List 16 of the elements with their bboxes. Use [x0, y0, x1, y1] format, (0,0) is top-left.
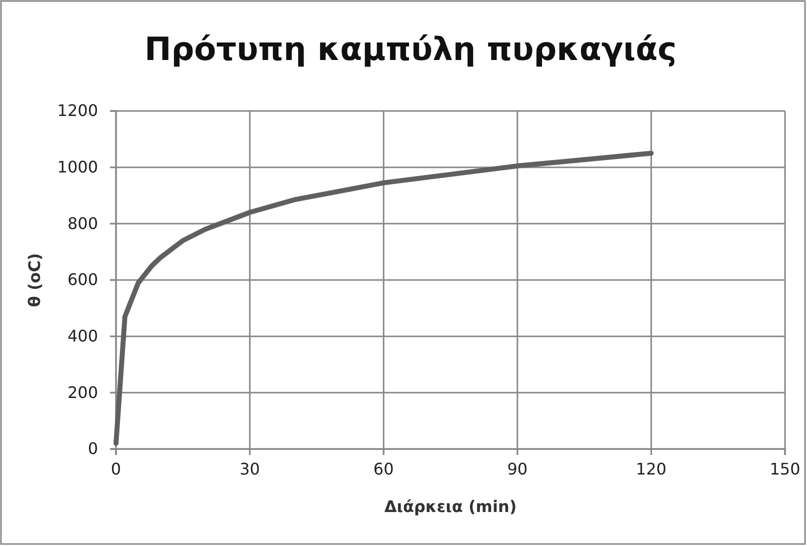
y-tick-label: 1200: [57, 101, 98, 120]
y-tick-label: 400: [67, 326, 98, 346]
x-tick-label: 0: [110, 459, 122, 478]
x-tick-label: 90: [507, 459, 528, 478]
y-tick-label: 0: [88, 439, 98, 458]
y-tick-label: 600: [67, 270, 98, 290]
x-tick-label: 60: [373, 459, 394, 478]
x-axis-title: Διάρκεια (min): [384, 497, 517, 516]
x-tick-label: 30: [240, 459, 260, 478]
x-tick-label: 150: [770, 459, 800, 478]
y-tick-label: 800: [67, 214, 98, 233]
y-axis-title: θ (oC): [25, 253, 44, 307]
chart-title: Πρότυπη καμπύλη πυρκαγιάς: [144, 30, 677, 68]
x-tick-label: 120: [636, 459, 666, 478]
y-tick-label: 200: [67, 382, 98, 402]
y-tick-label: 1000: [57, 157, 98, 176]
